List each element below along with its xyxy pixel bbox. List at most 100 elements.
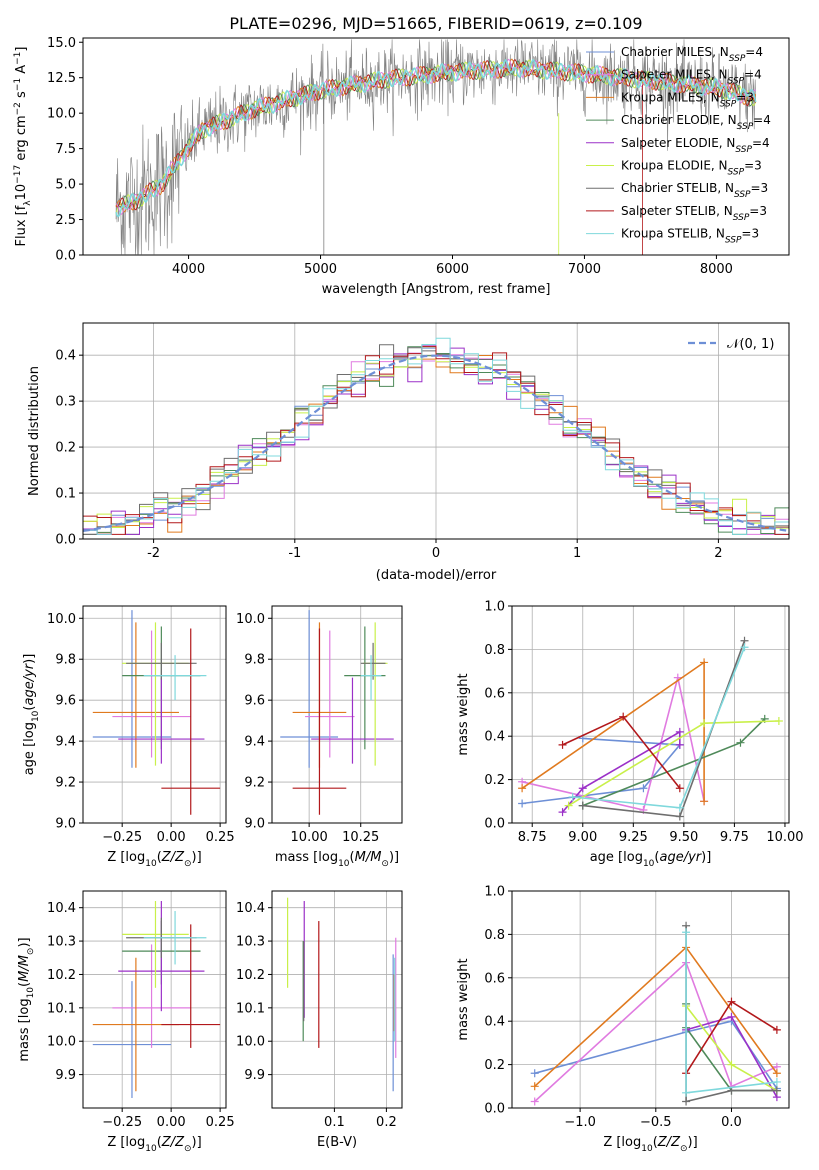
x-tick-label: 9.25	[619, 830, 648, 845]
y-tick-label: 10.3	[236, 935, 265, 950]
x-tick-label: 10.00	[766, 830, 803, 845]
x-tick-label: −0.25	[102, 830, 142, 845]
x-axis-label: Z [log10(Z/Z⊙)]	[603, 1135, 697, 1154]
legend-label: Salpeter ELODIE, NSSP=4	[621, 136, 770, 155]
y-axis-label: mass weight	[456, 958, 471, 1040]
histogram-salpeter_stelib	[83, 346, 789, 535]
weight-marker-salpeter_elodie	[558, 808, 567, 817]
x-axis-label: (data-model)/error	[376, 568, 497, 583]
y-tick-label: 10.1	[47, 1001, 76, 1016]
y-axis-label: Flux [fλ10−17 erg cm−2 s−1 A−1]	[13, 47, 33, 247]
y-tick-label: 0.2	[484, 1058, 505, 1073]
axes-mass_vs_ebv: 0.1 0.2 9.9 10.0 10.1 10.2 10.3 10.4 E(B-V)	[236, 890, 403, 1150]
y-tick-label: 0.4	[484, 730, 505, 745]
weight-line-chabrier_miles	[522, 737, 682, 805]
y-tick-label: 9.9	[244, 1068, 265, 1083]
y-tick-label: 9.4	[55, 735, 76, 750]
model-spectrum-kroupa_elodie	[115, 59, 757, 215]
plot-content	[92, 610, 221, 815]
axes-frame	[511, 890, 790, 1109]
legend-label: Chabrier STELIB, NSSP=3	[621, 181, 768, 200]
x-tick-label: 8.75	[518, 830, 547, 845]
plot-content	[92, 901, 221, 1098]
y-tick-label: 2.5	[55, 213, 76, 228]
axes-weight_vs_age: 8.75 9.00 9.25 9.50 9.75 10.00 0.0 0.2 0.4 0.6 0.8…	[456, 600, 804, 870]
weight-marker-chabrier_stelib	[772, 1086, 781, 1095]
y-tick-label: 9.6	[244, 694, 265, 709]
x-tick-label: 0	[432, 546, 440, 561]
weight-marker-chabrier_miles	[518, 799, 527, 808]
weight-marker-salpeter_elodie	[578, 784, 587, 793]
weight-marker-kroupa_stelib	[568, 792, 577, 801]
weight-marker-chabrier_miles	[530, 1069, 539, 1078]
weight-line-salpeter_miles	[521, 677, 705, 811]
y-tick-label: 10.4	[236, 901, 265, 916]
y-tick-label: 10.0	[47, 1035, 76, 1050]
model-spectrum-salpeter_miles	[115, 58, 757, 216]
y-tick-label: 10.1	[236, 1001, 265, 1016]
y-tick-label: 10.2	[47, 968, 76, 983]
y-tick-label: 9.6	[55, 694, 76, 709]
axes-frame	[82, 890, 227, 1109]
y-tick-label: 9.8	[55, 653, 76, 668]
y-tick-label: 9.9	[55, 1068, 76, 1083]
x-tick-label: -1	[288, 546, 301, 561]
x-tick-label: -2	[147, 546, 160, 561]
x-tick-label: 9.00	[568, 830, 597, 845]
plot-content	[83, 337, 789, 535]
y-tick-label: 0.8	[484, 928, 505, 943]
y-axis-label: mass weight	[456, 673, 471, 755]
y-tick-label: 0.0	[484, 817, 505, 832]
weight-marker-salpeter_miles	[530, 1097, 539, 1106]
weight-marker-kroupa_elodie	[564, 801, 573, 810]
weight-marker-salpeter_elodie	[675, 740, 684, 749]
figure-title: PLATE=0296, MJD=51665, FIBERID=0619, z=0…	[229, 14, 642, 33]
y-tick-label: 0.0	[55, 533, 76, 548]
x-tick-label: −1.0	[564, 1115, 596, 1130]
y-tick-label: 0.4	[484, 1015, 505, 1030]
plot-content	[280, 610, 394, 815]
plot-content	[518, 636, 783, 821]
weight-marker-kroupa_miles	[700, 797, 709, 806]
weight-marker-kroupa_stelib	[772, 1077, 781, 1086]
weight-marker-chabrier_miles	[639, 784, 648, 793]
y-tick-label: 10.4	[47, 901, 76, 916]
legend-label: Kroupa STELIB, NSSP=3	[621, 227, 759, 246]
x-tick-label: 0.1	[324, 1115, 345, 1130]
axes-age_vs_mass: 10.00 10.25 9.0 9.2 9.4 9.6 9.8 10.0 mass [log10…	[236, 605, 403, 869]
axes-frame	[82, 37, 790, 256]
x-tick-label: 0.2	[376, 1115, 397, 1130]
weight-marker-chabrier_elodie	[736, 738, 745, 747]
axes-frame	[511, 605, 790, 824]
y-tick-label: 0.6	[484, 686, 505, 701]
x-tick-label: 1	[573, 546, 581, 561]
weight-marker-chabrier_stelib	[578, 801, 587, 810]
y-tick-label: 1.0	[484, 885, 505, 900]
y-tick-label: 10.3	[47, 935, 76, 950]
axes-frame	[271, 605, 403, 824]
x-axis-label: age [log10(age/yr)]	[590, 850, 712, 869]
histogram-kroupa_stelib	[83, 337, 789, 535]
y-tick-label: 0.2	[484, 773, 505, 788]
x-axis-label: wavelength [Angstrom, rest frame]	[322, 282, 551, 297]
x-axis-label: Z [log10(Z/Z⊙)]	[107, 850, 201, 869]
y-tick-label: 9.0	[55, 817, 76, 832]
y-axis-label: mass [log10(M/M⊙)]	[17, 937, 36, 1061]
gaussian-curve	[83, 354, 787, 532]
weight-marker-salpeter_elodie	[727, 1012, 736, 1021]
plot-content	[287, 897, 397, 1092]
x-tick-label: 0.00	[157, 830, 186, 845]
plot-area: 4000 5000 6000 7000 80000.02.55.07.510.012.5…	[13, 36, 804, 1154]
histogram-kroupa_miles	[83, 355, 789, 534]
y-tick-label: 7.5	[55, 142, 76, 157]
y-tick-label: 10.0	[47, 612, 76, 627]
weight-line-salpeter_miles	[534, 961, 778, 1103]
weight-marker-salpeter_stelib	[675, 784, 684, 793]
axes-frame	[271, 890, 403, 1109]
y-tick-label: 10.0	[47, 107, 76, 122]
x-tick-label: 9.50	[669, 830, 698, 845]
x-tick-label: 8000	[700, 262, 733, 277]
y-axis-label: age [log10(age/yr)]	[22, 654, 41, 776]
x-tick-label: 10.25	[342, 830, 379, 845]
weight-marker-kroupa_stelib	[682, 1088, 691, 1097]
